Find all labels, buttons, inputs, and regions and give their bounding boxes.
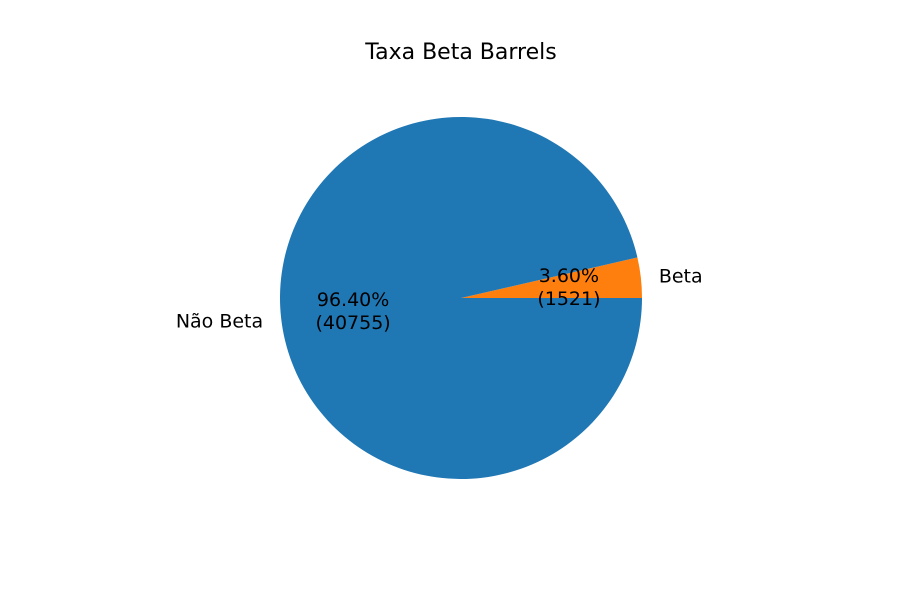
pie-slice-1 xyxy=(280,116,642,479)
pie-labels: Beta 3.60% (1521) Não Beta 96.40% (40755) xyxy=(176,265,703,334)
slice-pct-label: 3.60% (1521) xyxy=(537,265,600,310)
slice-pct-value: 96.40% xyxy=(317,289,389,311)
slice-label: Não Beta xyxy=(176,310,263,332)
slice-pct-value: 3.60% xyxy=(539,265,599,287)
pie-slices xyxy=(280,116,642,479)
slice-count-value: (1521) xyxy=(537,288,600,310)
slice-count-value: (40755) xyxy=(315,312,390,334)
pie-slice-0 xyxy=(461,257,642,298)
chart-title: Taxa Beta Barrels xyxy=(364,40,556,65)
slice-label: Beta xyxy=(659,266,703,288)
slice-pct-label: 96.40% (40755) xyxy=(315,289,390,334)
